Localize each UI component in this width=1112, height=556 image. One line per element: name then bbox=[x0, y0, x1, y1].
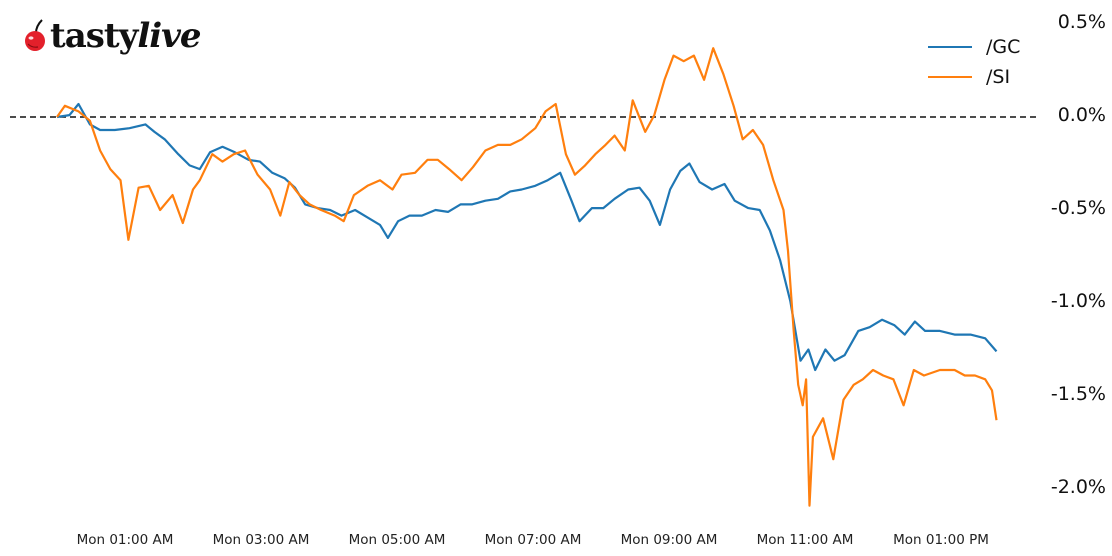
y-tick-label: 0.5% bbox=[1057, 11, 1106, 33]
legend-swatch bbox=[928, 45, 972, 49]
y-tick-label: -1.5% bbox=[1050, 383, 1106, 405]
x-tick-label: Mon 11:00 AM bbox=[756, 532, 854, 548]
y-tick-label: -1.0% bbox=[1050, 290, 1106, 312]
x-tick-label: Mon 01:00 AM bbox=[76, 532, 174, 548]
y-tick-label: 0.0% bbox=[1057, 104, 1106, 126]
legend-label: /GC bbox=[986, 36, 1021, 58]
x-tick-label: Mon 03:00 AM bbox=[212, 532, 310, 548]
legend-label: /SI bbox=[986, 66, 1011, 88]
y-tick-label: -2.0% bbox=[1050, 476, 1106, 498]
tastylive-logo: tastylive bbox=[20, 14, 202, 58]
legend-item-si: /SI bbox=[928, 62, 1020, 92]
series-line-si bbox=[56, 47, 998, 507]
series-layer bbox=[56, 47, 998, 507]
legend-swatch bbox=[928, 75, 972, 79]
cherry-icon bbox=[25, 19, 45, 51]
legend-item-gc: /GC bbox=[928, 32, 1020, 62]
legend: /GC/SI bbox=[928, 32, 1020, 92]
logo-text: tastylive bbox=[50, 16, 202, 56]
x-tick-label: Mon 09:00 AM bbox=[620, 532, 718, 548]
x-tick-label: Mon 01:00 PM bbox=[893, 532, 989, 548]
series-line-gc bbox=[56, 102, 998, 372]
y-tick-label: -0.5% bbox=[1050, 197, 1106, 219]
x-tick-label: Mon 07:00 AM bbox=[484, 532, 582, 548]
x-tick-label: Mon 05:00 AM bbox=[348, 532, 446, 548]
